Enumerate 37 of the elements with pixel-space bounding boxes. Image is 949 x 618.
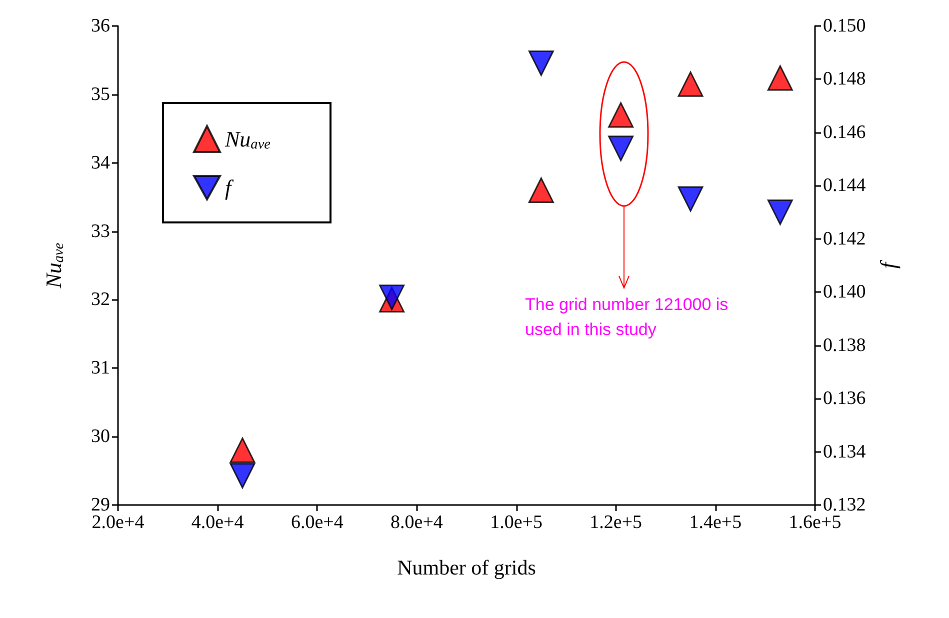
y-tick-label: 34 (91, 152, 110, 174)
x-tick-label: 1.2e+5 (590, 512, 642, 533)
point (230, 462, 256, 488)
y-tick-label: 31 (91, 358, 110, 379)
point (767, 200, 793, 226)
y2-axis-title: f (876, 260, 900, 269)
point (608, 136, 634, 162)
y2-tick-label: 0.150 (823, 16, 866, 36)
point (678, 186, 704, 212)
y2-tick-label: 0.140 (823, 282, 866, 303)
y2-tick-label: 0.146 (823, 122, 866, 143)
legend-label: f (225, 175, 234, 200)
x-tick-label: 1.4e+5 (689, 512, 742, 533)
y2-tick-label: 0.148 (823, 68, 866, 90)
y-tick-label: 35 (91, 84, 110, 105)
y-tick-label: 33 (91, 220, 110, 242)
x-axis-title: Number of grids (397, 556, 536, 580)
y-tick-label: 30 (91, 426, 110, 448)
point (230, 438, 256, 464)
y2-tick-label: 0.142 (823, 228, 866, 250)
annotation: The grid number 121000 is used in this study (525, 295, 733, 339)
y-tick-label: 32 (91, 289, 110, 310)
x-tick-label: 4.0e+4 (191, 512, 244, 533)
point (767, 65, 793, 91)
y2-tick-label: 0.144 (823, 175, 866, 196)
x-tick-label: 1.0e+5 (490, 512, 542, 533)
x-tick-label: 8.0e+4 (390, 512, 444, 533)
x-tick-label: 6.0e+4 (290, 512, 344, 533)
y2-tick-label: 0.136 (823, 388, 866, 410)
y2-tick-label: 0.138 (823, 334, 866, 356)
point (678, 71, 704, 97)
y2-tick-label: 0.134 (823, 441, 866, 462)
y-tick-label: 36 (91, 16, 110, 36)
point (528, 177, 554, 203)
y-axis-title: Nuave (41, 242, 67, 290)
point (608, 102, 634, 128)
point (528, 50, 554, 76)
